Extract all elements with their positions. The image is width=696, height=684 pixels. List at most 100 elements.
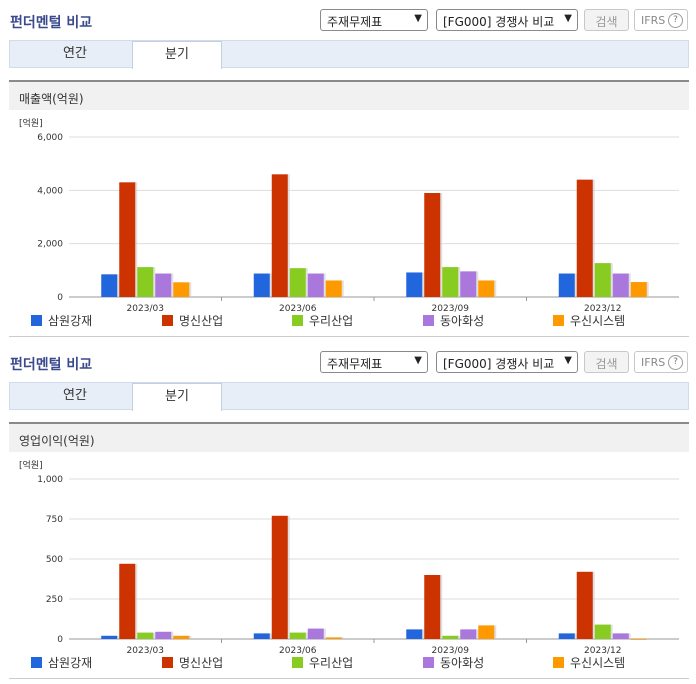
- bar: [101, 635, 118, 639]
- bar: [137, 632, 154, 639]
- bar: [173, 282, 190, 297]
- bar: [424, 193, 441, 297]
- bar: [612, 273, 629, 297]
- y-tick-label: 2,000: [37, 240, 63, 250]
- ifrs-help-button[interactable]: IFRS ?: [634, 351, 688, 373]
- bar: [612, 633, 629, 639]
- section-title: 영업이익(억원): [19, 434, 95, 448]
- comparison-value: [FG000] 경쟁사 비교: [443, 15, 555, 29]
- revenue-chart: [억원] 0 2,000 4,000 6,000 2023/03 2023/06 2023/0…: [9, 112, 689, 338]
- bar: [478, 625, 495, 639]
- bar: [558, 633, 575, 639]
- y-tick-label: 0: [57, 293, 63, 303]
- ifrs-help-button[interactable]: IFRS ?: [634, 9, 688, 31]
- bar: [253, 633, 270, 639]
- bar: [325, 280, 342, 297]
- bar: [271, 174, 288, 297]
- bar: [271, 515, 288, 639]
- y-tick-label: 250: [46, 595, 63, 605]
- bar: [119, 182, 136, 297]
- ifrs-label: IFRS: [641, 14, 666, 27]
- panel-title: 펀더멘털 비교: [10, 15, 93, 31]
- bar: [576, 179, 593, 297]
- comparison-value: [FG000] 경쟁사 비교: [443, 357, 555, 371]
- panel-header: 펀더멘털 비교 주재무제표 ▼ [FG000] 경쟁사 비교 ▼ 검색 IFRS…: [0, 342, 696, 382]
- panel-title: 펀더멘털 비교: [10, 357, 93, 373]
- chevron-down-icon: ▼: [414, 13, 422, 24]
- search-button[interactable]: 검색: [584, 351, 629, 373]
- legend-swatch: [31, 315, 42, 326]
- tab-quarterly[interactable]: 분기: [132, 41, 222, 69]
- legend-swatch: [423, 315, 434, 326]
- x-tick-label: 2023/12: [584, 304, 621, 314]
- divider: [9, 678, 689, 679]
- tab-annual[interactable]: 연간: [63, 46, 87, 61]
- bar: [289, 632, 306, 639]
- operating-profit-chart: [억원] 0 250 500 750 1,000 2023/03 2023/06 2023/09…: [9, 454, 689, 680]
- y-tick-label: 4,000: [37, 186, 63, 196]
- legend-swatch: [162, 315, 173, 326]
- tab-annual[interactable]: 연간: [63, 388, 87, 403]
- bar: [155, 631, 172, 639]
- panel-header: 펀더멘털 비교 주재무제표 ▼ [FG000] 경쟁사 비교 ▼ 검색 IFRS…: [0, 0, 696, 40]
- period-tabs: 연간 분기: [9, 382, 689, 411]
- tab-quarterly[interactable]: 분기: [132, 383, 222, 411]
- bar: [442, 635, 459, 639]
- question-icon: ?: [668, 13, 683, 28]
- x-tick-label: 2023/09: [432, 304, 470, 314]
- legend-swatch: [553, 657, 564, 668]
- y-tick-label: 0: [57, 635, 63, 645]
- operating-profit-chart-svg: [억원] 0 250 500 750 1,000 2023/03 2023/06 2023/09…: [19, 459, 679, 670]
- bar: [460, 629, 477, 639]
- legend-label: 동아화성: [440, 314, 484, 328]
- bar: [558, 273, 575, 297]
- chevron-down-icon: ▼: [564, 355, 572, 366]
- legend-label: 우신시스템: [570, 314, 625, 328]
- divider: [9, 336, 689, 337]
- bar: [289, 268, 306, 297]
- legend-label: 명신산업: [179, 656, 223, 670]
- search-button[interactable]: 검색: [584, 9, 629, 31]
- bar: [594, 263, 611, 297]
- legend-label: 삼원강재: [48, 314, 92, 328]
- legend-swatch: [31, 657, 42, 668]
- statement-type-select[interactable]: 주재무제표 ▼: [320, 9, 428, 31]
- bar: [630, 639, 647, 640]
- x-tick-label: 2023/12: [584, 646, 621, 656]
- legend-label: 동아화성: [440, 656, 484, 670]
- comparison-select[interactable]: [FG000] 경쟁사 비교 ▼: [436, 9, 578, 31]
- bar: [325, 637, 342, 639]
- section-header: 매출액(억원): [9, 80, 689, 110]
- x-tick-label: 2023/09: [432, 646, 470, 656]
- statement-type-select[interactable]: 주재무제표 ▼: [320, 351, 428, 373]
- y-tick-label: 1,000: [37, 475, 63, 485]
- revenue-chart-svg: [억원] 0 2,000 4,000 6,000 2023/03 2023/06 2023/0…: [19, 117, 679, 328]
- section-header: 영업이익(억원): [9, 422, 689, 452]
- bar: [460, 271, 477, 297]
- y-tick-label: 750: [46, 515, 63, 525]
- legend-label: 우리산업: [309, 656, 353, 670]
- unit-label: [억원]: [19, 117, 43, 129]
- bar: [442, 267, 459, 297]
- bar: [119, 563, 136, 639]
- bar: [594, 624, 611, 639]
- bar: [576, 571, 593, 639]
- chevron-down-icon: ▼: [414, 355, 422, 366]
- legend-swatch: [292, 657, 303, 668]
- legend-label: 삼원강재: [48, 656, 92, 670]
- x-tick-label: 2023/06: [279, 304, 317, 314]
- ifrs-label: IFRS: [641, 356, 666, 369]
- legend-swatch: [423, 657, 434, 668]
- bar: [253, 273, 270, 297]
- bar: [630, 282, 647, 297]
- bar: [307, 273, 324, 297]
- bar: [307, 628, 324, 639]
- legend-label: 우신시스템: [570, 656, 625, 670]
- bar: [424, 575, 441, 639]
- comparison-select[interactable]: [FG000] 경쟁사 비교 ▼: [436, 351, 578, 373]
- y-tick-label: 500: [46, 555, 63, 565]
- bar: [478, 280, 495, 297]
- chevron-down-icon: ▼: [564, 13, 572, 24]
- legend-swatch: [162, 657, 173, 668]
- legend-label: 우리산업: [309, 314, 353, 328]
